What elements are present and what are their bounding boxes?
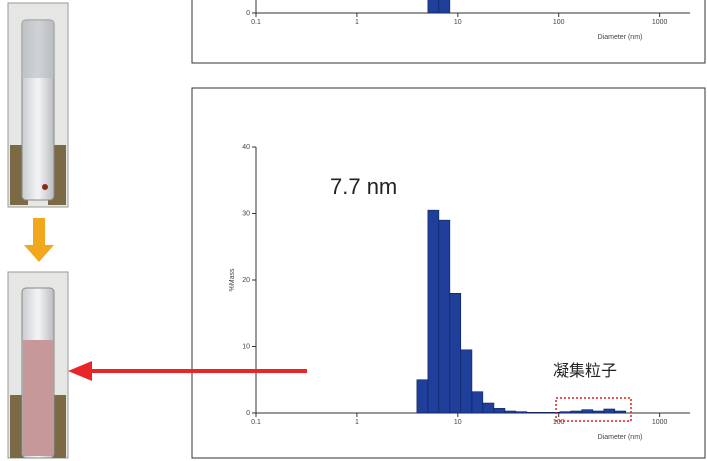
bar bbox=[538, 412, 549, 413]
y-tick-label: 30 bbox=[242, 210, 250, 217]
bar bbox=[439, 0, 450, 13]
down-arrow bbox=[24, 218, 54, 262]
figure: 0.111010010000Diameter (nm) 0.1110100100… bbox=[0, 0, 707, 461]
bar bbox=[417, 380, 428, 413]
y-axis-label: %Mass bbox=[229, 268, 236, 291]
x-tick-label: 1000 bbox=[652, 419, 668, 426]
bar bbox=[593, 411, 604, 413]
x-axis-label: Diameter (nm) bbox=[598, 434, 643, 441]
bar bbox=[615, 411, 626, 413]
y-tick-label: 0 bbox=[246, 10, 250, 17]
aggregate-annotation: 凝集粒子 bbox=[553, 362, 617, 380]
x-tick-label: 0.1 bbox=[251, 419, 261, 426]
bar bbox=[604, 409, 615, 413]
bar bbox=[516, 412, 527, 413]
bar bbox=[527, 412, 538, 413]
x-tick-label: 10 bbox=[454, 19, 462, 26]
vial-photo-clear bbox=[8, 3, 68, 207]
bar bbox=[494, 408, 505, 413]
y-tick-label: 10 bbox=[242, 343, 250, 350]
y-tick-label: 0 bbox=[246, 410, 250, 417]
y-tick-label: 40 bbox=[242, 144, 250, 151]
x-tick-label: 1 bbox=[355, 19, 359, 26]
x-tick-label: 1 bbox=[355, 419, 359, 426]
x-tick-label: 100 bbox=[553, 19, 565, 26]
x-axis-label: Diameter (nm) bbox=[598, 34, 643, 41]
peak-annotation: 7.7 nm bbox=[330, 174, 397, 199]
bar bbox=[505, 411, 516, 413]
bar bbox=[582, 410, 593, 413]
y-tick-label: 20 bbox=[242, 277, 250, 284]
bar bbox=[483, 403, 494, 413]
bar bbox=[549, 412, 560, 413]
bar bbox=[571, 411, 582, 413]
x-tick-label: 10 bbox=[454, 419, 462, 426]
bar bbox=[472, 392, 483, 413]
bar bbox=[461, 350, 472, 413]
x-tick-label: 0.1 bbox=[251, 19, 261, 26]
x-tick-label: 100 bbox=[553, 419, 565, 426]
bar bbox=[560, 412, 571, 413]
x-tick-label: 1000 bbox=[652, 19, 668, 26]
bar bbox=[450, 293, 461, 413]
pointer-arrow-head bbox=[68, 361, 92, 381]
bar bbox=[428, 210, 439, 413]
bar bbox=[428, 0, 439, 13]
vial-photo-pink bbox=[8, 272, 68, 458]
bar bbox=[439, 220, 450, 413]
